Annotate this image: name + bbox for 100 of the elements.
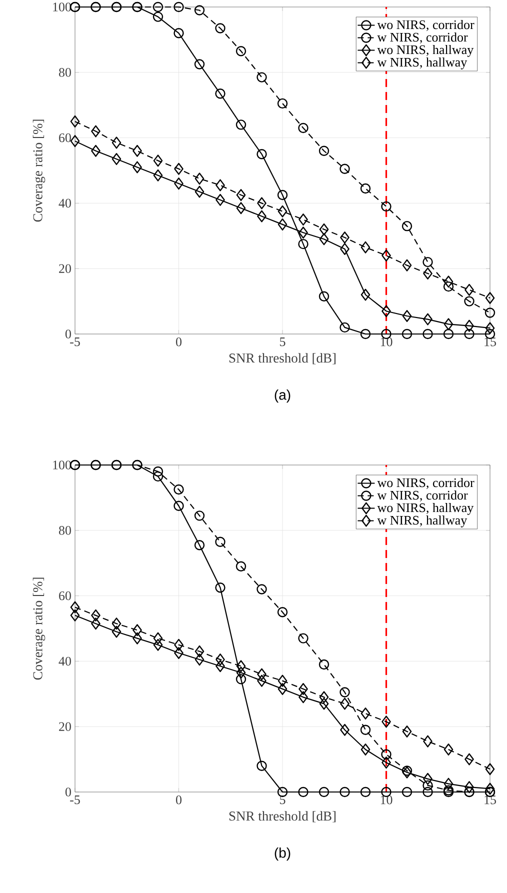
text: (a) <box>274 390 290 403</box>
point <box>152 12 164 22</box>
x-tick-label: -5 <box>70 338 80 346</box>
point <box>464 284 474 296</box>
x-tick-label: 0 <box>176 796 182 804</box>
point <box>70 609 80 622</box>
x-tick-label: 10 <box>380 338 392 346</box>
legend-label: w NIRS, corridor <box>377 32 468 44</box>
point <box>194 172 204 185</box>
point <box>360 743 370 756</box>
y-tick-label: 80 <box>58 526 71 535</box>
point <box>319 233 329 246</box>
point <box>174 162 184 175</box>
point <box>153 638 163 651</box>
x-tick-label: 0 <box>176 338 182 346</box>
point <box>402 766 412 776</box>
point <box>112 618 122 630</box>
point <box>112 153 122 166</box>
point <box>298 682 308 695</box>
point <box>70 135 80 148</box>
point <box>485 782 495 795</box>
point <box>277 607 288 618</box>
point <box>402 259 412 272</box>
point <box>423 735 432 748</box>
point <box>174 484 184 495</box>
point <box>236 189 246 202</box>
point <box>257 210 266 222</box>
point <box>319 223 329 236</box>
point <box>91 125 100 138</box>
point <box>340 164 350 174</box>
point <box>215 582 226 593</box>
point <box>174 2 184 12</box>
point <box>319 691 329 704</box>
point <box>382 756 391 769</box>
point <box>132 632 142 644</box>
point <box>381 201 392 212</box>
legend-label: wo NIRS, corridor <box>377 478 474 490</box>
point <box>423 268 432 280</box>
point <box>444 318 454 330</box>
point <box>381 749 392 760</box>
point <box>360 183 371 194</box>
point <box>340 687 350 698</box>
legend-label: wo NIRS, hallway <box>377 44 474 57</box>
point <box>423 772 432 785</box>
point <box>402 786 412 798</box>
point <box>216 179 225 192</box>
point <box>318 146 330 156</box>
x-tick-label: -5 <box>70 796 80 804</box>
point <box>340 786 350 798</box>
y-tick-label: 80 <box>58 68 71 77</box>
point <box>91 609 100 622</box>
point <box>152 471 164 482</box>
point <box>174 28 184 38</box>
point <box>340 322 350 333</box>
point <box>340 724 350 736</box>
y-tick-label: 20 <box>59 264 71 273</box>
point <box>194 540 205 550</box>
point <box>174 638 184 651</box>
y-tick-label: 0 <box>65 788 71 796</box>
point <box>236 666 246 679</box>
y-tick-label: 0 <box>65 330 71 338</box>
point <box>485 292 495 304</box>
point <box>422 786 433 798</box>
point <box>153 632 163 644</box>
point <box>298 122 308 134</box>
point <box>298 633 308 644</box>
point <box>298 226 308 239</box>
point <box>194 654 204 666</box>
point <box>278 674 288 687</box>
point <box>278 205 288 218</box>
point <box>256 760 267 771</box>
point <box>464 296 474 306</box>
point <box>402 766 412 778</box>
legend-label: w NIRS, corridor <box>377 490 468 502</box>
point <box>174 500 184 511</box>
point <box>215 536 226 547</box>
point <box>360 786 371 798</box>
x-tick-label: 15 <box>484 338 496 346</box>
point <box>132 144 142 157</box>
point <box>319 698 329 710</box>
point <box>277 190 288 200</box>
point <box>236 120 246 130</box>
y-tick-label: 20 <box>59 722 71 731</box>
y-tick-label: 40 <box>58 198 71 208</box>
point <box>318 291 330 302</box>
point <box>422 780 433 791</box>
point <box>485 322 495 334</box>
y-axis-title: Coverage ratio [%] <box>32 120 46 222</box>
point <box>194 510 205 521</box>
point <box>422 256 433 268</box>
point <box>464 781 474 794</box>
point <box>443 281 454 292</box>
point <box>236 46 246 56</box>
point <box>422 328 433 340</box>
point <box>402 310 412 322</box>
y-tick-label: 40 <box>58 656 71 666</box>
legend-label: wo NIRS, hallway <box>377 503 474 515</box>
point <box>112 626 122 638</box>
point <box>340 698 350 710</box>
point <box>112 136 122 149</box>
